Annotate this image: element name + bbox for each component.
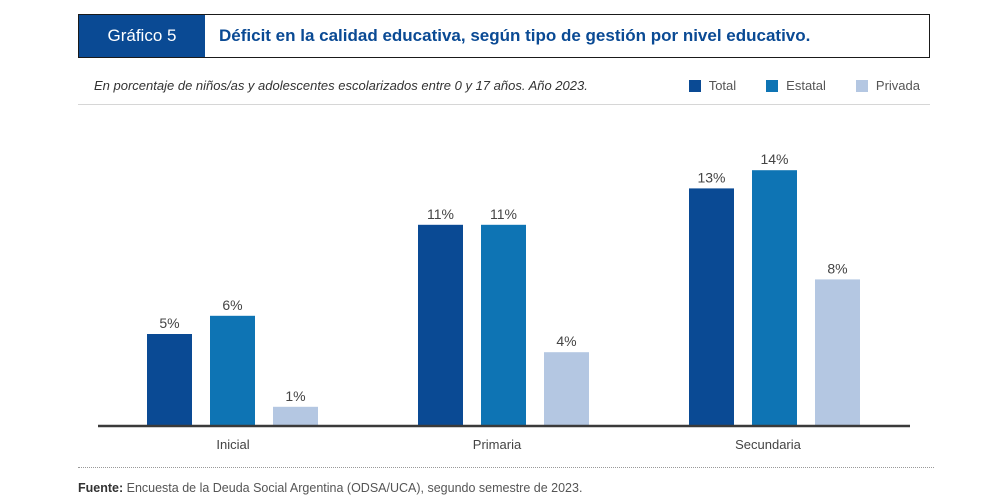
bar-primaria-privada [544, 352, 589, 425]
legend-swatch [766, 79, 779, 92]
data-label-secundaria-estatal: 14% [760, 151, 788, 167]
source-divider [78, 467, 934, 468]
source-label: Fuente: [78, 481, 124, 495]
legend-swatch [688, 79, 701, 92]
legend-item-total: Total [688, 78, 737, 93]
legend-label: Estatal [786, 78, 826, 93]
chart-subtitle: En porcentaje de niños/as y adolescentes… [94, 78, 588, 93]
chart-title: Déficit en la calidad educativa, según t… [219, 26, 811, 45]
header-separator [78, 104, 930, 105]
data-label-inicial-estatal: 6% [222, 297, 242, 313]
bar-secundaria-privada [815, 279, 860, 425]
data-label-primaria-estatal: 11% [490, 206, 517, 222]
bar-secundaria-total [689, 188, 734, 425]
bar-primaria-estatal [481, 224, 526, 425]
data-label-secundaria-privada: 8% [827, 260, 847, 276]
source-note: Fuente: Encuesta de la Deuda Social Arge… [78, 481, 582, 495]
legend-label: Total [708, 78, 737, 93]
chart-header: Gráfico 5 Déficit en la calidad educativ… [78, 14, 930, 58]
data-label-primaria-privada: 4% [556, 333, 576, 349]
figure-number-label: Gráfico 5 [79, 15, 205, 57]
legend-label: Privada [875, 78, 920, 93]
category-label-primaria: Primaria [473, 437, 522, 452]
data-label-inicial-total: 5% [159, 315, 179, 331]
chart-legend: Total Estatal Privada [688, 78, 920, 93]
legend-swatch [855, 79, 868, 92]
bar-inicial-estatal [210, 315, 255, 425]
bar-inicial-total [147, 334, 192, 425]
data-label-inicial-privada: 1% [285, 388, 305, 404]
bar-secundaria-estatal [752, 170, 797, 425]
data-label-primaria-total: 11% [427, 206, 454, 222]
source-text: Encuesta de la Deuda Social Argentina (O… [123, 481, 583, 495]
data-label-secundaria-total: 13% [697, 169, 725, 185]
legend-item-privada: Privada [855, 78, 920, 93]
category-label-secundaria: Secundaria [735, 437, 802, 452]
bar-inicial-privada [273, 406, 318, 425]
category-label-inicial: Inicial [216, 437, 249, 452]
bar-primaria-total [418, 224, 463, 425]
legend-item-estatal: Estatal [766, 78, 826, 93]
